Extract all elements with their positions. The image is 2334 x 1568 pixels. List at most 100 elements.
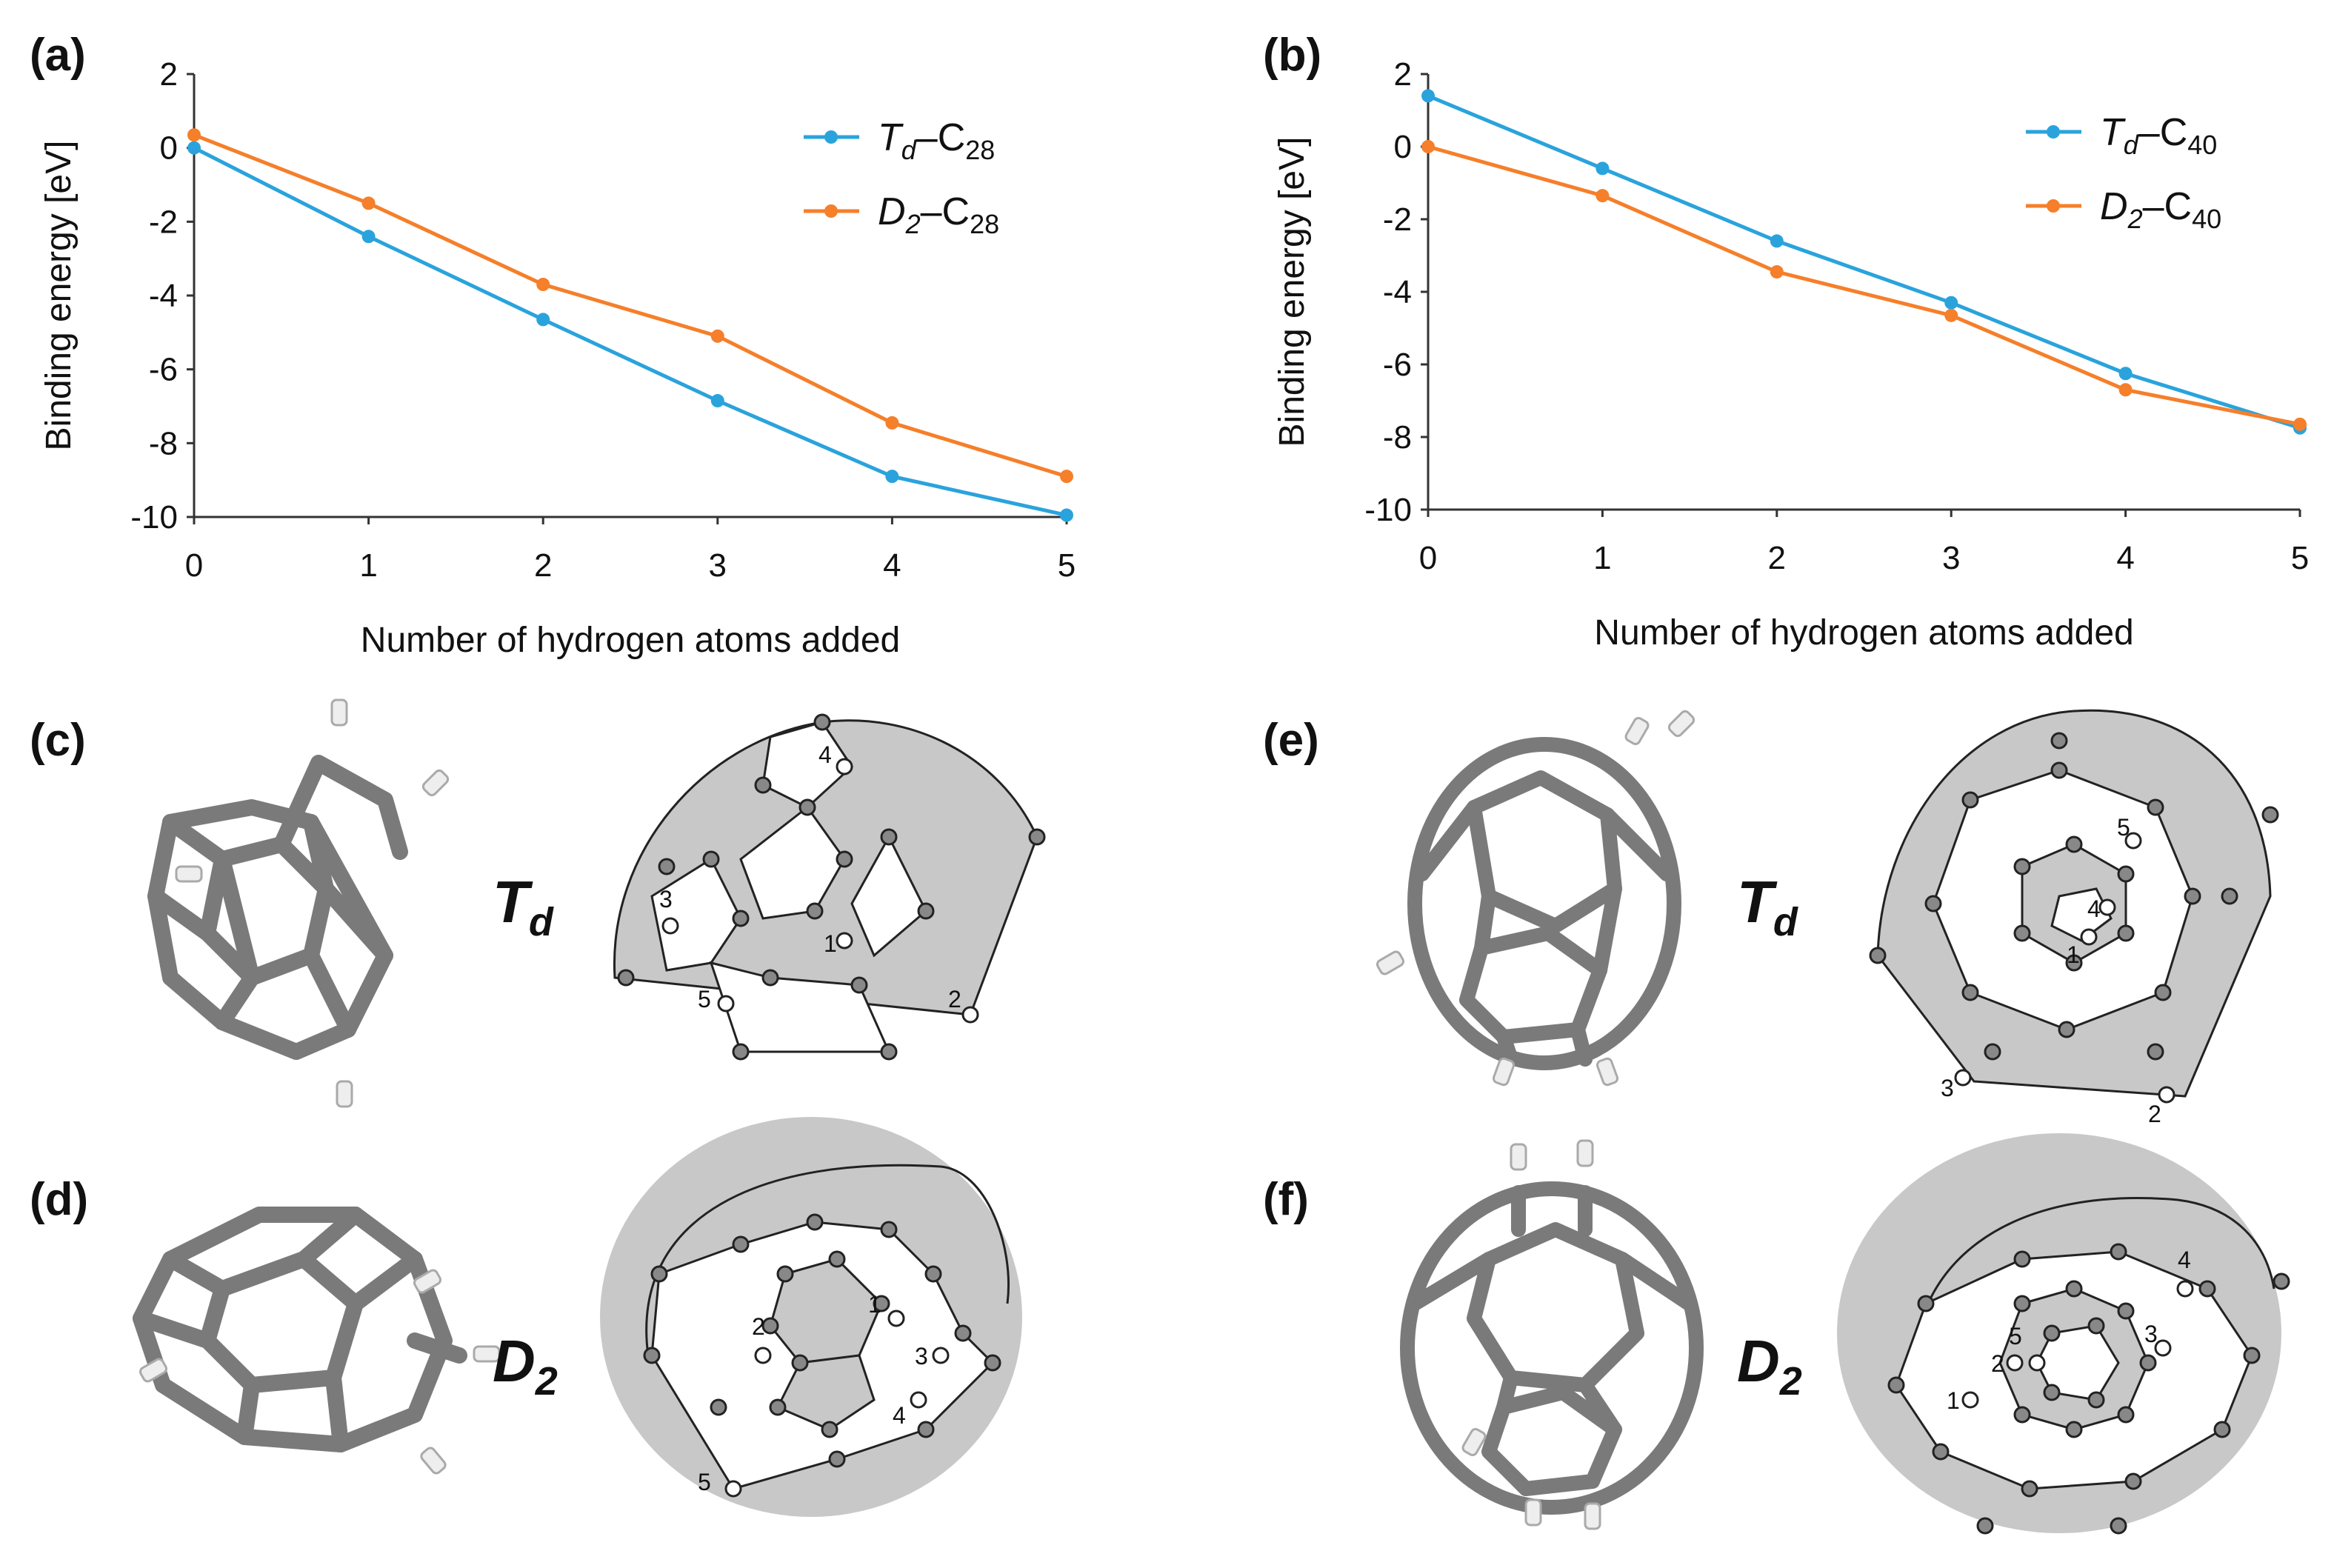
site-number-3: 3 xyxy=(2144,1321,2158,1347)
symmetry-label-e: Td xyxy=(1737,869,1798,944)
data-point-series-0 xyxy=(885,470,899,484)
hydrogen-atoms-e xyxy=(1376,710,1696,1087)
site-number-4: 4 xyxy=(893,1402,906,1429)
data-point-series-0 xyxy=(1770,234,1784,248)
data-point-series-0 xyxy=(187,141,201,155)
y-tick-label: 2 xyxy=(1394,56,1412,93)
molecule-td-c28-model xyxy=(147,755,408,1060)
site-number-3: 3 xyxy=(659,886,673,913)
site-number-1: 1 xyxy=(868,1291,881,1318)
data-point-series-1 xyxy=(1596,189,1610,203)
site-number-5: 5 xyxy=(698,986,711,1012)
x-tick-label: 0 xyxy=(1419,540,1437,576)
y-tick-label: -8 xyxy=(1383,419,1412,456)
legend-marker-0 xyxy=(2047,125,2060,139)
data-point-series-1 xyxy=(1770,265,1784,279)
structure-panels: (c) Td xyxy=(30,698,2290,1535)
y-tick-label: -4 xyxy=(1383,274,1412,310)
data-point-series-1 xyxy=(885,416,899,430)
legend-marker-0 xyxy=(824,130,838,144)
schlegel-diagram-e: 1 2 3 4 5 xyxy=(1869,709,2279,1127)
x-tick-label: 1 xyxy=(359,547,377,584)
x-tick-label: 5 xyxy=(2291,540,2309,576)
site-number-1: 1 xyxy=(2067,941,2080,968)
schlegel-diagram-d: 1 2 3 4 5 xyxy=(600,1117,1022,1517)
site-number-2: 2 xyxy=(1991,1350,2004,1377)
x-tick-label: 3 xyxy=(709,547,727,584)
x-tick-label: 2 xyxy=(534,547,552,584)
data-point-series-1 xyxy=(1060,470,1073,484)
y-tick-label: -8 xyxy=(149,425,178,461)
data-point-series-1 xyxy=(1944,308,1958,322)
molecule-td-c40-model xyxy=(1407,737,1681,1070)
x-tick-label: 1 xyxy=(1593,540,1611,576)
schlegel-diagram-c: 1 2 3 4 5 xyxy=(613,713,1046,1061)
site-number-5: 5 xyxy=(698,1469,711,1495)
x-axis-title: Number of hydrogen atoms added xyxy=(361,621,900,660)
panel-label-f: (f) xyxy=(1263,1174,1309,1225)
x-axis-title: Number of hydrogen atoms added xyxy=(1594,613,2133,653)
site-number-1: 1 xyxy=(1947,1387,1960,1414)
y-tick-label: -6 xyxy=(149,352,178,388)
data-point-series-1 xyxy=(1421,140,1435,153)
legend-label-0: Td–C40 xyxy=(2100,111,2217,160)
data-point-series-1 xyxy=(2293,417,2307,431)
data-point-series-1 xyxy=(187,128,201,142)
y-axis-title: Binding energy [eV] xyxy=(1273,137,1312,447)
y-tick-label: -2 xyxy=(1383,201,1412,238)
schlegel-diagram-f: 1 2 3 4 5 xyxy=(1837,1133,2290,1535)
x-tick-label: 4 xyxy=(883,547,901,584)
panel-label-d: (d) xyxy=(30,1174,88,1225)
data-point-series-0 xyxy=(1060,508,1073,522)
symmetry-label-c: Td xyxy=(493,869,554,944)
y-tick-label: -10 xyxy=(1364,492,1412,528)
site-number-4: 4 xyxy=(818,741,832,768)
legend-label-1: D2–C40 xyxy=(2100,185,2221,234)
site-number-4: 4 xyxy=(2178,1247,2191,1273)
y-tick-label: -4 xyxy=(149,278,178,314)
site-number-5: 5 xyxy=(2009,1323,2022,1350)
site-number-5: 5 xyxy=(2117,814,2130,841)
data-point-series-0 xyxy=(2118,367,2133,381)
site-number-1: 1 xyxy=(824,930,837,957)
series-line-1 xyxy=(193,133,1067,478)
x-tick-label: 0 xyxy=(185,547,203,584)
site-number-4: 4 xyxy=(2087,895,2101,922)
y-axis-title: Binding energy [eV] xyxy=(39,141,79,451)
site-number-2: 2 xyxy=(752,1313,765,1340)
y-tick-label: 0 xyxy=(160,130,178,167)
hydrogen-atoms-f xyxy=(1461,1139,1601,1530)
y-tick-label: -6 xyxy=(1383,347,1412,383)
site-number-2: 2 xyxy=(948,986,961,1012)
panel-label-e: (e) xyxy=(1263,715,1319,766)
molecule-d2-c28-model xyxy=(133,1207,467,1452)
y-tick-label: 2 xyxy=(160,56,178,93)
data-point-series-0 xyxy=(1596,161,1610,176)
x-tick-label: 3 xyxy=(1942,540,1960,576)
series-line-1 xyxy=(1427,144,2301,427)
x-tick-label: 4 xyxy=(2116,540,2134,576)
series-line-0 xyxy=(193,146,1067,517)
y-tick-label: 0 xyxy=(1394,129,1412,165)
symmetry-label-d: D2 xyxy=(493,1328,558,1404)
data-point-series-1 xyxy=(361,196,376,210)
data-point-series-1 xyxy=(2118,383,2133,397)
x-tick-label: 5 xyxy=(1058,547,1076,584)
panel-label-b: (b) xyxy=(1263,30,1321,81)
data-point-series-1 xyxy=(536,278,550,292)
data-point-series-1 xyxy=(710,329,724,343)
legend-marker-1 xyxy=(2047,199,2060,213)
legend-label-0: Td–C28 xyxy=(878,116,995,165)
legend-label-1: D2–C28 xyxy=(878,190,999,239)
legend-marker-1 xyxy=(824,204,838,218)
y-tick-label: -2 xyxy=(149,204,178,240)
hydrogen-atoms-c xyxy=(175,698,450,1108)
panel-label-a: (a) xyxy=(30,30,86,81)
data-point-series-0 xyxy=(710,394,724,408)
site-number-3: 3 xyxy=(915,1343,928,1370)
y-tick-label: -10 xyxy=(130,499,178,536)
molecule-d2-c40-model xyxy=(1400,1181,1704,1515)
